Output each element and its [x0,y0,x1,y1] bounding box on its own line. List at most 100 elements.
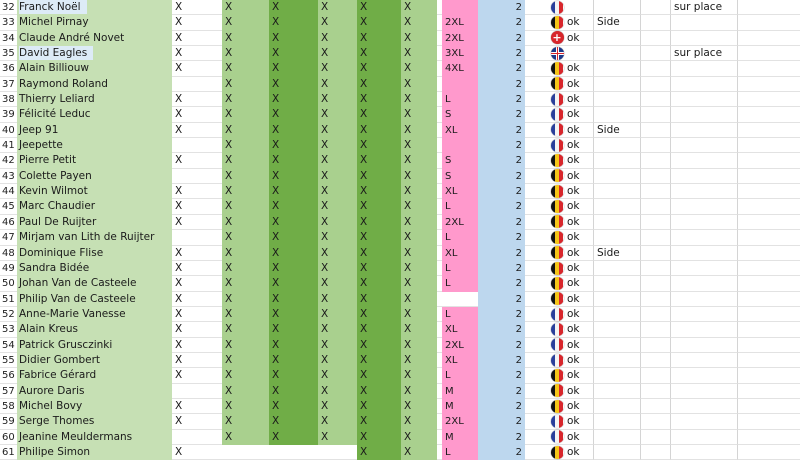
check-cell-b[interactable]: X [222,383,269,399]
check-cell-d[interactable]: X [318,46,357,62]
location-cell[interactable] [670,30,737,47]
empty-cell[interactable] [737,138,800,154]
note-cell[interactable] [593,444,640,461]
check-cell-a[interactable]: X [172,0,222,16]
check-cell-b[interactable]: X [222,230,269,246]
check-cell-c[interactable]: X [269,168,318,185]
status-cell[interactable]: ok [566,276,593,292]
status-cell[interactable]: ok [566,138,593,154]
check-cell-a[interactable] [172,383,222,399]
check-cell-f[interactable]: X [401,322,437,338]
empty-cell[interactable] [640,199,670,215]
check-cell-c[interactable]: X [269,322,318,338]
name-cell[interactable]: Jeanine Meuldermans [17,429,172,445]
check-cell-c[interactable]: X [269,291,318,307]
location-cell[interactable] [670,138,737,154]
check-cell-d[interactable]: X [318,184,357,200]
spacer-cell[interactable] [525,46,548,62]
check-cell-d[interactable]: X [318,0,357,16]
check-cell-b[interactable]: X [222,46,269,62]
spacer-cell[interactable] [525,414,548,430]
check-cell-f[interactable]: X [401,245,437,261]
empty-cell[interactable] [640,153,670,169]
check-cell-e[interactable]: X [357,122,401,139]
flag-cell[interactable] [548,383,566,399]
name-cell[interactable]: Michel Bovy [17,398,172,415]
note-cell[interactable] [593,92,640,108]
spacer-cell[interactable] [525,199,548,215]
check-cell-a[interactable] [172,168,222,185]
spacer-cell[interactable] [525,322,548,338]
empty-cell[interactable] [737,306,800,323]
check-cell-e[interactable]: X [357,398,401,415]
location-cell[interactable] [670,153,737,169]
empty-cell[interactable] [737,322,800,338]
check-cell-e[interactable]: X [357,61,401,77]
name-cell[interactable]: Thierry Leliard [17,92,172,108]
count-cell[interactable]: 2 [478,61,525,77]
check-cell-a[interactable]: X [172,322,222,338]
empty-cell[interactable] [640,276,670,292]
name-cell[interactable]: Serge Thomes [17,414,172,430]
check-cell-f[interactable]: X [401,214,437,231]
row-number[interactable]: 61 [0,444,17,461]
check-cell-a[interactable]: X [172,291,222,307]
check-cell-f[interactable]: X [401,352,437,369]
check-cell-c[interactable]: X [269,214,318,231]
count-cell[interactable]: 2 [478,122,525,139]
check-cell-a[interactable]: X [172,15,222,31]
location-cell[interactable] [670,230,737,246]
empty-cell[interactable] [737,429,800,445]
empty-cell[interactable] [640,46,670,62]
note-cell[interactable] [593,368,640,384]
check-cell-d[interactable]: X [318,30,357,47]
check-cell-f[interactable]: X [401,276,437,292]
check-cell-e[interactable]: X [357,46,401,62]
note-cell[interactable] [593,184,640,200]
spacer-cell[interactable] [525,383,548,399]
row-number[interactable]: 39 [0,107,17,123]
count-cell[interactable]: 2 [478,199,525,215]
empty-cell[interactable] [737,214,800,231]
flag-cell[interactable] [548,76,566,93]
spacer-cell[interactable] [525,30,548,47]
check-cell-e[interactable]: X [357,291,401,307]
check-cell-a[interactable]: X [172,276,222,292]
spacer-cell[interactable] [437,15,442,31]
check-cell-b[interactable]: X [222,398,269,415]
spacer-cell[interactable] [525,138,548,154]
check-cell-d[interactable]: X [318,322,357,338]
row-number[interactable]: 43 [0,168,17,185]
check-cell-b[interactable]: X [222,322,269,338]
spacer-cell[interactable] [437,46,442,62]
size-cell[interactable]: 2XL [442,15,478,31]
empty-cell[interactable] [640,337,670,353]
spacer-cell[interactable] [525,352,548,369]
spacer-cell[interactable] [525,107,548,123]
size-cell[interactable]: 2XL [442,414,478,430]
name-cell[interactable]: Mirjam van Lith de Ruijter [17,230,172,246]
check-cell-b[interactable]: X [222,260,269,277]
count-cell[interactable]: 2 [478,168,525,185]
row-number[interactable]: 40 [0,122,17,139]
note-cell[interactable] [593,383,640,399]
empty-cell[interactable] [737,245,800,261]
note-cell[interactable] [593,30,640,47]
status-cell[interactable]: ok [566,444,593,461]
note-cell[interactable]: Side [593,245,640,261]
empty-cell[interactable] [640,230,670,246]
spacer-cell[interactable] [437,414,442,430]
spacer-cell[interactable] [525,122,548,139]
check-cell-c[interactable]: X [269,429,318,445]
empty-cell[interactable] [737,184,800,200]
count-cell[interactable]: 2 [478,322,525,338]
size-cell[interactable]: S [442,107,478,123]
check-cell-e[interactable]: X [357,352,401,369]
check-cell-a[interactable] [172,138,222,154]
status-cell[interactable]: ok [566,153,593,169]
check-cell-a[interactable]: X [172,214,222,231]
empty-cell[interactable] [640,383,670,399]
check-cell-b[interactable]: X [222,92,269,108]
check-cell-d[interactable]: X [318,76,357,93]
count-cell[interactable]: 2 [478,153,525,169]
